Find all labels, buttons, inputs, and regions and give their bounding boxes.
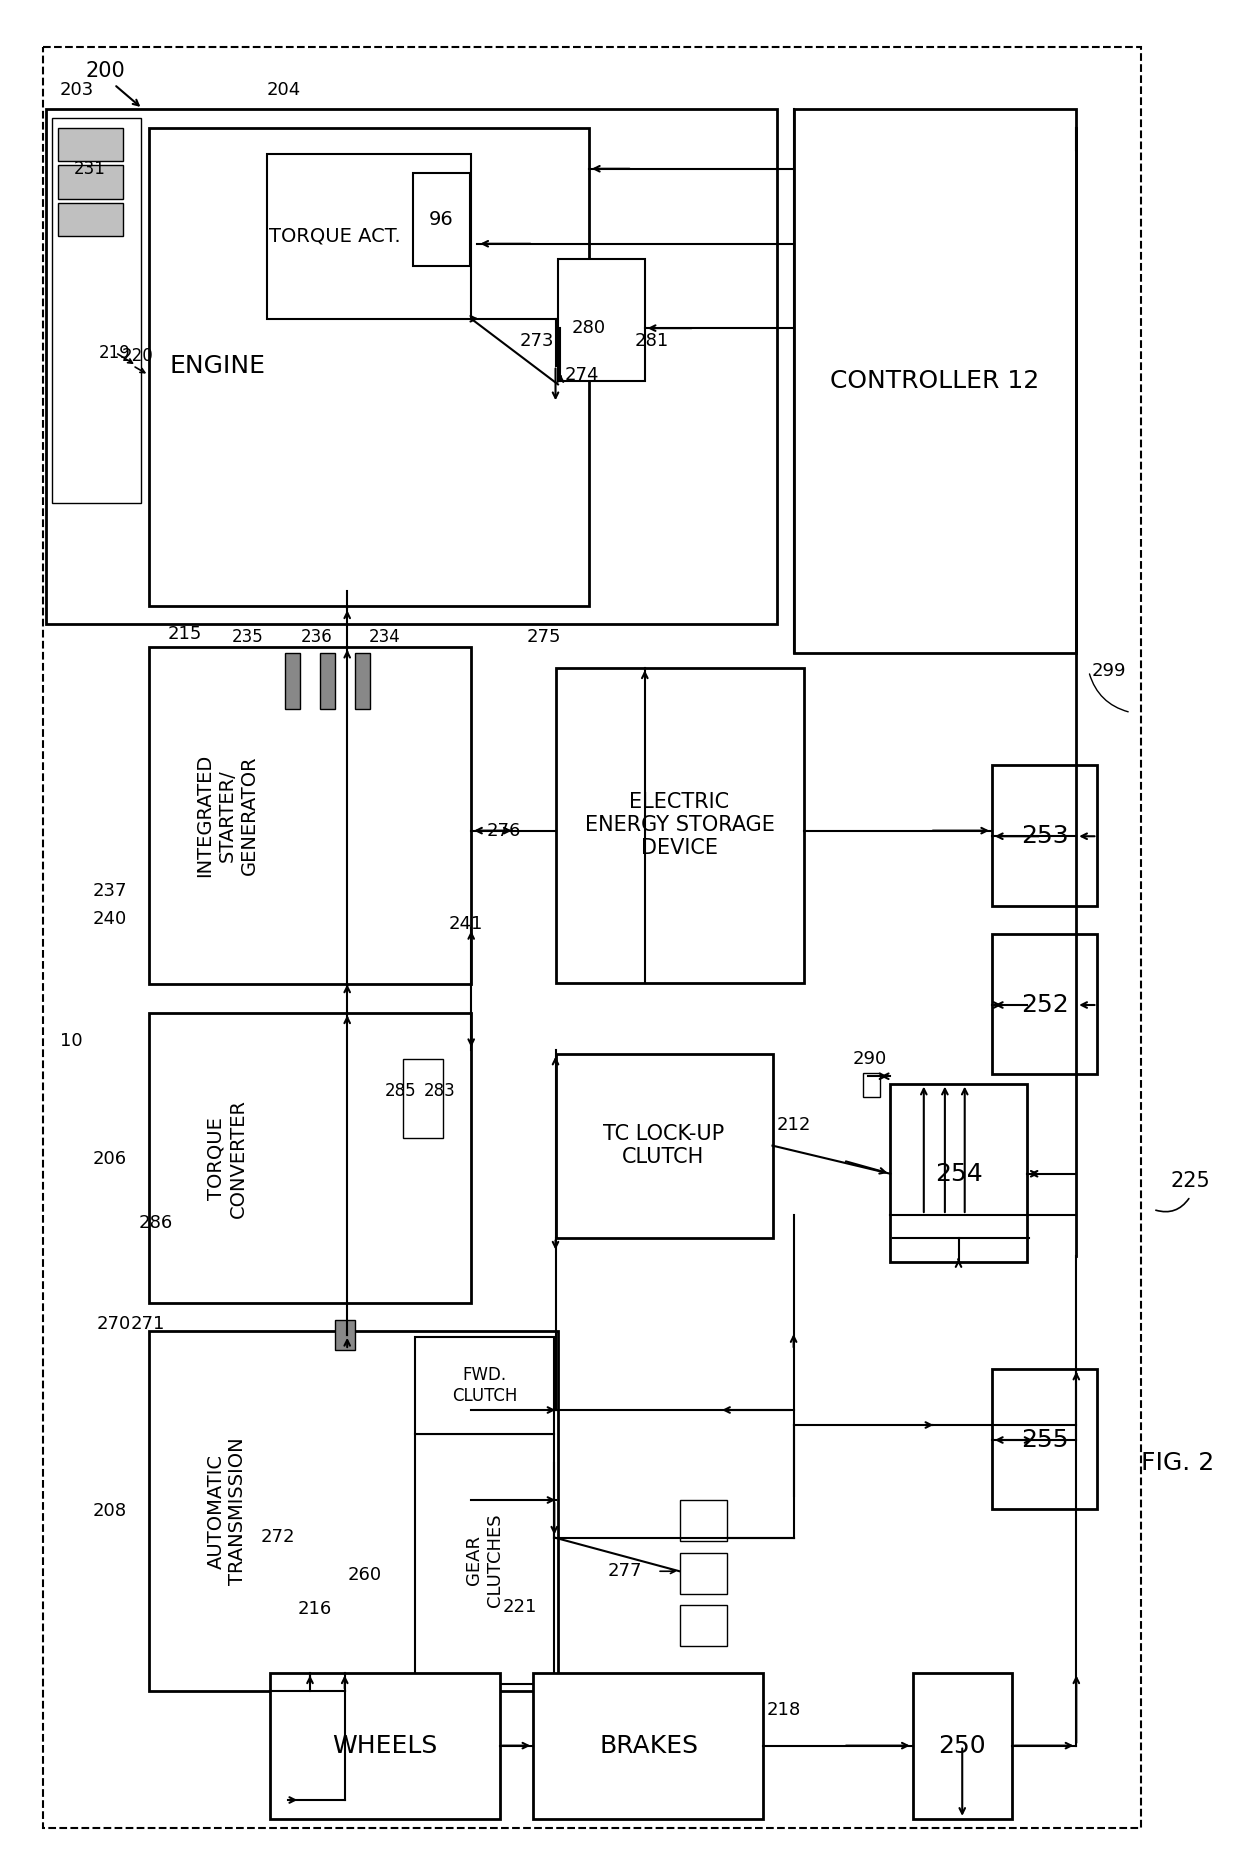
Text: 290: 290	[853, 1050, 888, 1069]
Bar	[556, 668, 804, 982]
Bar	[403, 1059, 443, 1138]
Text: FIG. 2: FIG. 2	[1141, 1451, 1215, 1474]
Bar	[58, 165, 123, 199]
Bar	[149, 1013, 471, 1303]
Bar	[863, 1072, 880, 1097]
Text: ELECTRIC
ENERGY STORAGE
DEVICE: ELECTRIC ENERGY STORAGE DEVICE	[584, 791, 775, 859]
Text: 206: 206	[93, 1149, 128, 1168]
Text: 280: 280	[572, 319, 606, 337]
Bar	[890, 1084, 1027, 1262]
Text: 216: 216	[298, 1599, 332, 1618]
Text: 273: 273	[520, 332, 554, 351]
Bar	[285, 652, 300, 709]
Text: TORQUE ACT.: TORQUE ACT.	[269, 227, 401, 246]
Text: 281: 281	[635, 332, 670, 351]
Text: TC LOCK-UP
CLUTCH: TC LOCK-UP CLUTCH	[603, 1123, 724, 1168]
Text: 96: 96	[429, 210, 454, 229]
Bar	[267, 154, 471, 319]
Text: 274: 274	[564, 366, 599, 384]
Text: 200: 200	[86, 62, 125, 81]
Text: 271: 271	[130, 1314, 165, 1333]
Text: WHEELS: WHEELS	[332, 1734, 436, 1757]
Bar	[43, 47, 1141, 1828]
Text: 204: 204	[267, 81, 301, 99]
Bar	[992, 765, 1097, 906]
Bar	[680, 1605, 727, 1646]
Bar	[992, 1369, 1097, 1509]
Text: AUTOMATIC
TRANSMISSION: AUTOMATIC TRANSMISSION	[206, 1438, 248, 1584]
Text: 225: 225	[1171, 1172, 1210, 1191]
Bar	[533, 1672, 763, 1819]
Bar	[58, 128, 123, 161]
Bar	[415, 1434, 554, 1684]
Text: 235: 235	[232, 628, 264, 647]
Bar	[335, 1320, 355, 1350]
Bar	[415, 1337, 554, 1434]
Text: 240: 240	[93, 909, 128, 928]
Text: 255: 255	[1022, 1429, 1069, 1451]
Text: 10: 10	[60, 1031, 82, 1050]
Text: GEAR
CLUTCHES: GEAR CLUTCHES	[465, 1513, 505, 1607]
Text: FWD.
CLUTCH: FWD. CLUTCH	[453, 1367, 517, 1404]
Text: 236: 236	[300, 628, 332, 647]
Text: 272: 272	[260, 1528, 295, 1547]
Bar	[794, 109, 1076, 652]
Text: 218: 218	[766, 1701, 801, 1719]
Text: 234: 234	[368, 628, 401, 647]
Text: TORQUE
CONVERTER: TORQUE CONVERTER	[206, 1099, 248, 1219]
Text: INTEGRATED
STARTER/
GENERATOR: INTEGRATED STARTER/ GENERATOR	[196, 754, 258, 878]
Text: ENGINE: ENGINE	[169, 354, 265, 377]
Bar	[556, 1054, 773, 1238]
Text: 250: 250	[939, 1734, 986, 1757]
Text: 252: 252	[1022, 994, 1069, 1016]
Bar	[270, 1672, 500, 1819]
Text: 212: 212	[776, 1116, 811, 1134]
Text: 277: 277	[608, 1562, 642, 1581]
Bar	[46, 109, 777, 624]
Bar	[58, 202, 123, 236]
Text: 253: 253	[1022, 825, 1069, 848]
Text: 237: 237	[93, 881, 128, 900]
Bar	[355, 652, 370, 709]
Text: 231: 231	[73, 159, 105, 178]
Text: CONTROLLER 12: CONTROLLER 12	[831, 369, 1039, 392]
Text: 276: 276	[486, 821, 521, 840]
Bar	[149, 647, 471, 984]
Text: 215: 215	[167, 624, 202, 643]
Text: 260: 260	[347, 1566, 382, 1584]
Text: 203: 203	[60, 81, 94, 99]
Bar	[52, 118, 141, 503]
Bar	[913, 1672, 1012, 1819]
Bar	[558, 259, 645, 381]
Text: 299: 299	[1091, 662, 1126, 681]
Bar	[992, 934, 1097, 1074]
Text: 283: 283	[424, 1082, 456, 1101]
Text: 275: 275	[527, 628, 562, 647]
Text: 219: 219	[99, 343, 131, 362]
Bar	[320, 652, 335, 709]
Bar	[680, 1552, 727, 1594]
Text: 241: 241	[449, 915, 484, 934]
Bar	[149, 128, 589, 606]
Text: BRAKES: BRAKES	[599, 1734, 698, 1757]
Text: 221: 221	[502, 1598, 537, 1616]
Text: 220: 220	[122, 347, 154, 366]
Text: 270: 270	[97, 1314, 131, 1333]
Bar	[680, 1500, 727, 1541]
Text: 286: 286	[139, 1213, 174, 1232]
Bar	[149, 1331, 558, 1691]
Text: 254: 254	[935, 1162, 982, 1185]
Bar	[413, 172, 470, 266]
Text: 285: 285	[384, 1082, 417, 1101]
Text: 208: 208	[93, 1502, 128, 1521]
